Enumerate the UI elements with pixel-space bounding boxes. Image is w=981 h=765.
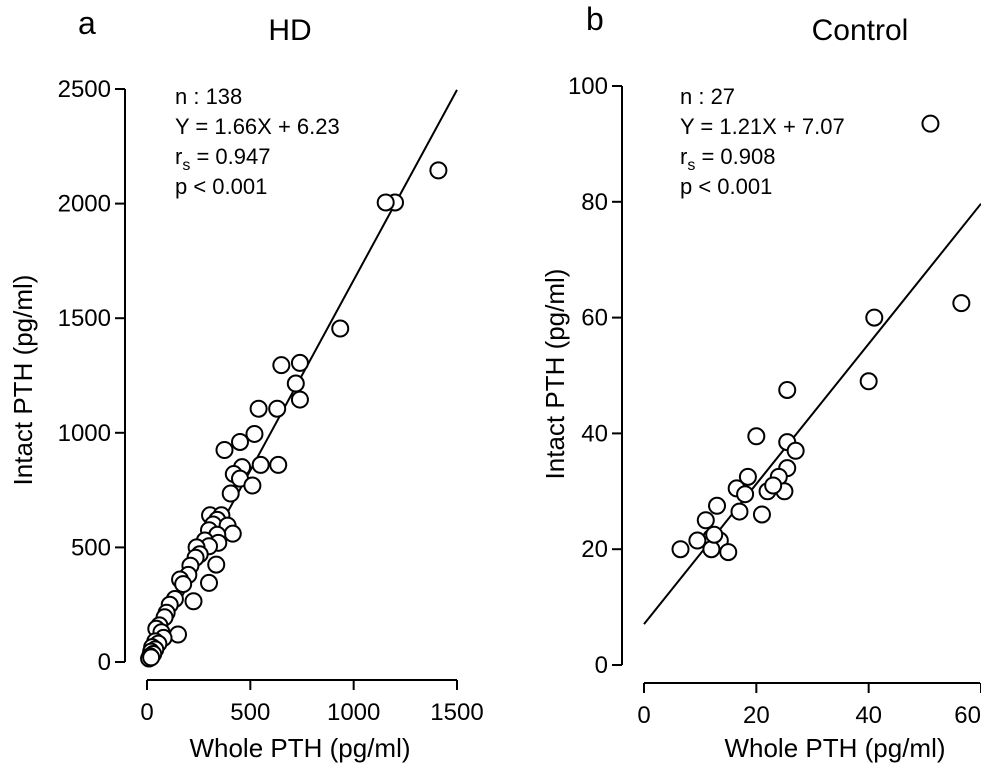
panel-b-data-point bbox=[786, 441, 805, 460]
panel-b-data-point bbox=[736, 485, 755, 504]
panel-a-stats: n : 138 Y = 1.66X + 6.23 rs = 0.947 p < … bbox=[175, 84, 340, 199]
panel-b-n: n : 27 bbox=[680, 84, 735, 109]
panel-b-xlabel: Whole PTH (pg/ml) bbox=[724, 733, 945, 763]
panel-b-data-point bbox=[671, 540, 690, 559]
panel-b-data-point bbox=[859, 372, 878, 391]
panel-b-x-tick-label: 40 bbox=[855, 702, 882, 729]
panel-a-y-tick-label: 1500 bbox=[58, 305, 111, 332]
panel-a-data-point bbox=[169, 625, 187, 644]
panel-b-data-point bbox=[696, 511, 715, 530]
panel-a-data-point bbox=[269, 455, 288, 474]
panel-a-letter: a bbox=[78, 5, 96, 41]
panel-a-ylabel: Intact PTH (pg/ml) bbox=[8, 275, 38, 486]
panel-a-rs-value: = 0.947 bbox=[190, 144, 270, 169]
panel-b-equation: Y = 1.21X + 7.07 bbox=[680, 114, 845, 139]
panel-b-x-tick-label: 60 bbox=[954, 702, 981, 729]
panel-a-data-point bbox=[215, 440, 234, 459]
panel-a-data-point bbox=[245, 424, 264, 443]
panel-b-rs-value: = 0.908 bbox=[695, 144, 775, 169]
panel-b-y-tick-label: 80 bbox=[581, 189, 608, 216]
panel-a-data-point bbox=[268, 399, 287, 418]
panel-b-ylabel: Intact PTH (pg/ml) bbox=[540, 269, 570, 480]
panel-a-equation: Y = 1.66X + 6.23 bbox=[175, 114, 340, 139]
panel-a-y-tick-label: 500 bbox=[71, 534, 111, 561]
panel-b-rs-prefix: r bbox=[680, 144, 687, 169]
panel-b-y-tick-label: 20 bbox=[581, 536, 608, 563]
panel-b-data-point bbox=[719, 543, 738, 562]
panel-a-data-point bbox=[174, 575, 193, 594]
panel-a-y-tick-label: 1000 bbox=[58, 420, 111, 447]
panel-b-data-point bbox=[738, 467, 757, 486]
panel-a-y-tick-label: 2000 bbox=[58, 191, 111, 218]
panel-a-rs-sub: s bbox=[182, 157, 190, 174]
panel-a-data-point bbox=[272, 356, 291, 375]
panel-b-data-point bbox=[952, 294, 971, 313]
panel-b-data-point bbox=[752, 505, 771, 524]
panel-a-data-point bbox=[207, 555, 226, 574]
panel-b-data-point bbox=[702, 540, 721, 559]
panel-b-rs: rs = 0.908 bbox=[680, 144, 775, 174]
panel-a-y-tick-label: 0 bbox=[98, 649, 111, 676]
panel-b-data-point bbox=[778, 380, 797, 399]
panel-b-data-point bbox=[708, 496, 727, 515]
panel-b-title: Control bbox=[812, 14, 909, 47]
panel-a-title: HD bbox=[268, 14, 311, 47]
panel-b-data-point bbox=[747, 427, 766, 446]
panel-a-data-point bbox=[290, 353, 309, 372]
panel-b-p: p < 0.001 bbox=[680, 174, 772, 199]
panel-a-data-point bbox=[376, 193, 395, 212]
panel-b-regression-line bbox=[643, 203, 981, 625]
panel-b-y-tick-label: 40 bbox=[581, 420, 608, 447]
panel-a-data-point bbox=[223, 524, 242, 543]
panel-a-y-tick-label: 2500 bbox=[58, 76, 111, 103]
panel-a-data-point bbox=[286, 374, 305, 393]
panel-a-xlabel: Whole PTH (pg/ml) bbox=[189, 733, 410, 763]
panel-a-data-point bbox=[251, 455, 270, 474]
panel-b-data-point bbox=[688, 531, 707, 550]
panel-a-x-tick-label: 500 bbox=[230, 699, 270, 726]
panel-a-data-point bbox=[221, 484, 240, 503]
panel-a-rs-prefix: r bbox=[175, 144, 182, 169]
panel-b-letter: b bbox=[586, 1, 604, 37]
panel-a-data-point bbox=[429, 161, 448, 180]
panel-a-data-point bbox=[243, 476, 262, 495]
panel-a-data-point bbox=[249, 399, 268, 418]
panel-b-plot: 0 20 40 60 80 100 0 20 40 60 bbox=[568, 73, 981, 729]
panel-a-rs: rs = 0.947 bbox=[175, 144, 270, 174]
panel-a-x-tick-label: 0 bbox=[140, 699, 153, 726]
panel-b-data-point bbox=[730, 502, 749, 521]
panel-b-rs-sub: s bbox=[687, 157, 695, 174]
panel-b-y-tick-label: 0 bbox=[595, 652, 608, 679]
panel-a-data-point bbox=[290, 390, 309, 409]
panel-a-data-point bbox=[184, 592, 203, 611]
panel-b-data-point bbox=[865, 308, 884, 327]
panel-a-data-point bbox=[331, 319, 350, 338]
panel-b-stats: n : 27 Y = 1.21X + 7.07 rs = 0.908 p < 0… bbox=[680, 84, 845, 199]
panel-b-y-tick-label: 100 bbox=[568, 73, 608, 100]
panel-a-data-point bbox=[231, 432, 249, 451]
panel-a-x-tick-label: 1500 bbox=[430, 699, 483, 726]
panel-b-data-point bbox=[705, 525, 724, 544]
panel-a-p: p < 0.001 bbox=[175, 174, 267, 199]
panel-b-data-point bbox=[764, 476, 783, 495]
panel-a-plot: 0 500 1000 1500 2000 2500 0 500 1000 1500 bbox=[58, 76, 484, 726]
panel-a-x-tick-label: 1000 bbox=[327, 699, 380, 726]
panel-b-control: b Control Intact PTH (pg/ml) Whole PTH (… bbox=[540, 1, 981, 763]
panel-b-x-tick-label: 0 bbox=[637, 702, 650, 729]
panel-b-data-point bbox=[921, 114, 940, 133]
panel-a-n: n : 138 bbox=[175, 84, 242, 109]
panel-a-data-point bbox=[142, 648, 161, 667]
panel-a-data-point bbox=[200, 573, 218, 592]
panel-b-x-tick-label: 20 bbox=[743, 702, 770, 729]
panel-a-hd: a HD Intact PTH (pg/ml) Whole PTH (pg/ml… bbox=[8, 5, 484, 763]
panel-b-y-tick-label: 60 bbox=[581, 305, 608, 332]
